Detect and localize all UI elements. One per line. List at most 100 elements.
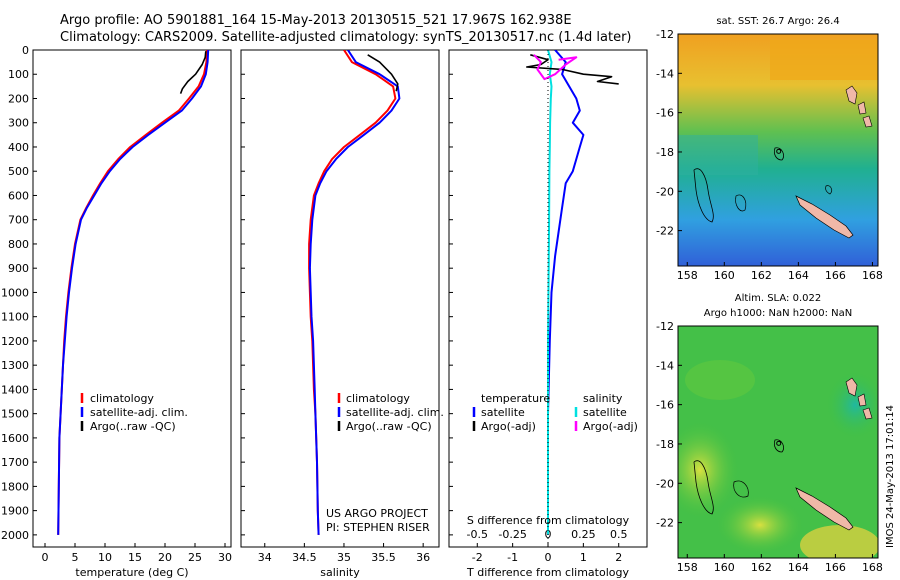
- sla-high-patch-se: [800, 525, 878, 558]
- sla-map-panel: Altim. SLA: 0.022 Argo h1000: NaN h2000:…: [656, 293, 883, 574]
- sla-map-xtick-label: 158: [677, 561, 698, 574]
- sst-reef-contour-south: [735, 194, 747, 212]
- difference-stick-label: -0.5: [467, 528, 488, 541]
- sst-map-ytick-label: -18: [656, 146, 674, 159]
- sst-map-xtick-label: 168: [862, 269, 883, 282]
- sst-reef-contour-east: [825, 185, 832, 195]
- sla-map-subtitle: Argo h1000: NaN h2000: NaN: [704, 308, 852, 319]
- sst-argo-position-dot: [776, 148, 782, 154]
- imos-timestamp: IMOS 24-May-2013 17:01:14: [885, 405, 896, 548]
- sla-argo-marker: [776, 440, 782, 446]
- salinity-series: [308, 50, 401, 535]
- sst-map-ytick-label: -20: [656, 185, 674, 198]
- temperature-xtick-label: 0: [42, 551, 49, 564]
- sla-land-vanuatu-2: [857, 393, 867, 407]
- sla-map-title: Altim. SLA: 0.022: [735, 293, 821, 304]
- salinity-axes-frame: [240, 49, 440, 548]
- sst-map-ytick-label: -14: [656, 67, 674, 80]
- temperature-ticks: 0 5 10 15 20 25 300100200300400500600700800900…: [1, 44, 232, 564]
- difference-xtick-label: 1: [580, 551, 587, 564]
- sla-map-ytick-label: -20: [656, 477, 674, 490]
- temperature-ytick-label: 700: [8, 214, 29, 227]
- sla-map-ytick-label: -18: [656, 438, 674, 451]
- sla-reef-contour-south: [733, 480, 749, 498]
- temperature-ytick-label: 1700: [1, 456, 29, 469]
- difference-legend: temperature salinity satellite Argo(-adj…: [472, 392, 638, 433]
- salinity-xtick-label: 35.5: [371, 551, 396, 564]
- temperature-xlabel: temperature (deg C): [75, 566, 188, 579]
- legend-climatology-label: climatology: [90, 392, 154, 405]
- sst-map-ytick-label: -22: [656, 225, 674, 238]
- salinity-xtick-label: 34: [258, 551, 272, 564]
- sst-map-ticks: 158 160 162 164 166 168 -12 -14 -16 -18 -20 -22: [656, 28, 883, 282]
- temperature-ytick-label: 100: [8, 68, 29, 81]
- sst-map-xtick-label: 162: [751, 269, 772, 282]
- sla-map-xtick-label: 164: [788, 561, 809, 574]
- temperature-ytick-label: 1000: [1, 286, 29, 299]
- difference-series-argo_salinity: [533, 54, 578, 81]
- temperature-ytick-label: 200: [8, 92, 29, 105]
- temperature-ytick-label: 500: [8, 165, 29, 178]
- salinity-xtick-label: 34.5: [292, 551, 317, 564]
- legend-salinity-title: salinity: [583, 392, 623, 405]
- sla-argo-position-dot: [776, 440, 782, 446]
- temperature-series-argo: [179, 51, 207, 94]
- sst-land-vanuatu-1: [845, 85, 858, 105]
- salinity-xtick-label: 35: [337, 551, 351, 564]
- salinity-series-satellite: [308, 50, 401, 535]
- sla-high-patch-west: [678, 420, 740, 520]
- legend-s-argo-label: Argo(-adj): [583, 420, 638, 433]
- temperature-ytick-label: 1400: [1, 383, 29, 396]
- sla-map-xtick-label: 166: [825, 561, 846, 574]
- salinity-xlabel: salinity: [320, 566, 360, 579]
- temperature-ytick-label: 1600: [1, 432, 29, 445]
- legend-climatology-label: climatology: [346, 392, 410, 405]
- legend-argo-label: Argo(..raw -QC): [346, 420, 432, 433]
- temperature-series-satellite: [57, 50, 210, 535]
- sst-map-xtick-label: 164: [788, 269, 809, 282]
- legend-temperature-title: temperature: [481, 392, 550, 405]
- temperature-ytick-label: 300: [8, 117, 29, 130]
- legend-argo-label: Argo(..raw -QC): [90, 420, 176, 433]
- temperature-ytick-label: 1300: [1, 359, 29, 372]
- temperature-series: [57, 50, 210, 535]
- difference-stick-label: -0.25: [498, 528, 526, 541]
- figure-title-line1: Argo profile: AO 5901881_164 15-May-2013…: [60, 13, 572, 28]
- temperature-ytick-label: 0: [22, 44, 29, 57]
- credit-project: US ARGO PROJECT: [326, 507, 428, 520]
- sst-mid-patch: [678, 135, 758, 175]
- temperature-ytick-label: 2000: [1, 529, 29, 542]
- temperature-ytick-label: 800: [8, 238, 29, 251]
- legend-s-satellite-label: satellite: [583, 406, 627, 419]
- sla-map-xtick-label: 168: [862, 561, 883, 574]
- sst-argo-marker: [776, 148, 782, 154]
- legend-t-argo-label: Argo(-adj): [481, 420, 536, 433]
- sla-low-patch-ne: [825, 370, 878, 440]
- temperature-xtick-label: 10: [98, 551, 112, 564]
- salinity-ticks: 34 34.5 35 35.5 36: [241, 49, 430, 564]
- difference-stick-label: 0.5: [610, 528, 628, 541]
- temperature-ytick-label: 1200: [1, 335, 29, 348]
- sst-map-title: sat. SST: 26.7 Argo: 26.4: [716, 16, 839, 27]
- sla-land-new-caledonia: [795, 487, 854, 531]
- salinity-xtick-label: 36: [416, 551, 430, 564]
- sst-land-vanuatu-2: [857, 101, 867, 115]
- temperature-xtick-label: 25: [188, 551, 202, 564]
- temperature-ytick-label: 400: [8, 141, 29, 154]
- salinity-legend: climatology satellite-adj. clim. Argo(..…: [337, 392, 444, 433]
- sst-map-frame: [677, 33, 879, 267]
- temperature-ytick-label: 1800: [1, 480, 29, 493]
- legend-satellite-label: satellite-adj. clim.: [346, 406, 444, 419]
- sst-map-xtick-label: 160: [714, 269, 735, 282]
- temperature-axes-frame: [32, 49, 232, 548]
- sst-reef-contour-center: [774, 147, 784, 161]
- sla-map-ytick-label: -16: [656, 399, 674, 412]
- sla-map-image: [678, 326, 878, 558]
- sla-reef-contour-center: [774, 439, 784, 453]
- difference-xtick-label: 0: [545, 551, 552, 564]
- temperature-ytick-label: 900: [8, 262, 29, 275]
- salinity-panel: 34 34.5 35 35.5 36 salinity climatology sate…: [240, 49, 444, 579]
- sst-map-xtick-label: 166: [825, 269, 846, 282]
- sla-map-ytick-label: -12: [656, 320, 674, 333]
